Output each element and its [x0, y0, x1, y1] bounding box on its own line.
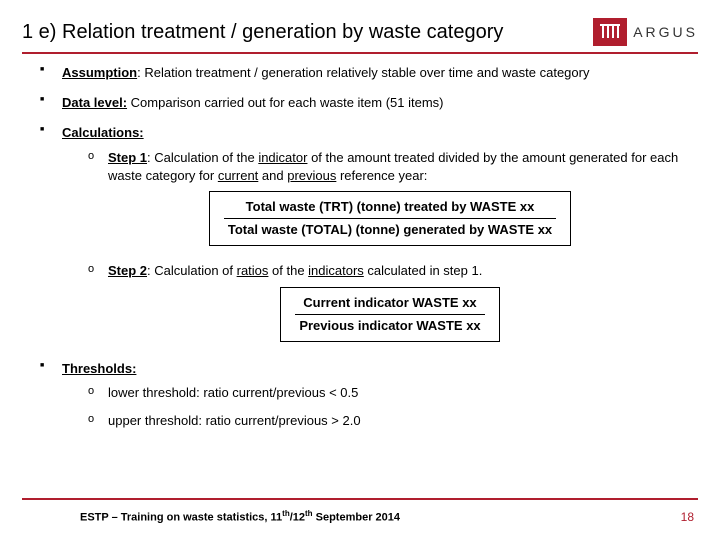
bullet-list: Assumption: Relation treatment / generat…	[40, 64, 698, 430]
step1-label: Step 1	[108, 150, 147, 165]
formula-2: Current indicator WASTE xx Previous indi…	[280, 287, 499, 342]
footer-text: ESTP – Training on waste statistics, 11t…	[80, 509, 400, 524]
bullet-assumption: Assumption: Relation treatment / generat…	[40, 64, 698, 82]
bullet-thresholds: Thresholds: lower threshold: ratio curre…	[40, 360, 698, 431]
step2-label: Step 2	[108, 263, 147, 278]
logo-icon	[593, 18, 627, 46]
formula1-numerator: Total waste (TRT) (tonne) treated by WAS…	[224, 198, 556, 218]
thresholds-label: Thresholds:	[62, 361, 136, 376]
formula1-denominator: Total waste (TOTAL) (tonne) generated by…	[224, 218, 556, 239]
formula2-numerator: Current indicator WASTE xx	[295, 294, 484, 314]
data-level-text: Comparison carried out for each waste it…	[127, 95, 443, 110]
bullet-calculations: Calculations: Step 1: Calculation of the…	[40, 124, 698, 348]
assumption-label: Assumption	[62, 65, 137, 80]
step-2: Step 2: Calculation of ratios of the ind…	[88, 262, 698, 348]
calculations-steps: Step 1: Calculation of the indicator of …	[62, 149, 698, 348]
logo-text: ARGUS	[633, 24, 698, 40]
header: 1 e) Relation treatment / generation by …	[22, 18, 698, 46]
bullet-data-level: Data level: Comparison carried out for e…	[40, 94, 698, 112]
logo: ARGUS	[593, 18, 698, 46]
formula-1-wrap: Total waste (TRT) (tonne) treated by WAS…	[82, 185, 698, 252]
step-1: Step 1: Calculation of the indicator of …	[88, 149, 698, 253]
formula2-denominator: Previous indicator WASTE xx	[295, 314, 484, 335]
page-number: 18	[681, 510, 694, 524]
upper-threshold: upper threshold: ratio current/previous …	[88, 412, 698, 430]
lower-threshold: lower threshold: ratio current/previous …	[88, 384, 698, 402]
data-level-label: Data level:	[62, 95, 127, 110]
page-title: 1 e) Relation treatment / generation by …	[22, 21, 503, 44]
assumption-text: : Relation treatment / generation relati…	[137, 65, 589, 80]
formula-1: Total waste (TRT) (tonne) treated by WAS…	[209, 191, 571, 246]
calculations-label: Calculations:	[62, 125, 144, 140]
footer-rule	[22, 498, 698, 500]
threshold-list: lower threshold: ratio current/previous …	[62, 384, 698, 430]
content: Assumption: Relation treatment / generat…	[22, 54, 698, 430]
slide: 1 e) Relation treatment / generation by …	[0, 0, 720, 430]
formula-2-wrap: Current indicator WASTE xx Previous indi…	[82, 281, 698, 348]
